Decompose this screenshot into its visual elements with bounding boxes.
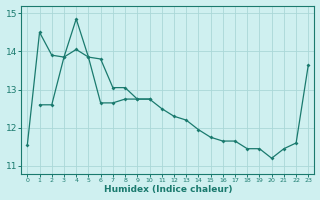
X-axis label: Humidex (Indice chaleur): Humidex (Indice chaleur) — [104, 185, 232, 194]
